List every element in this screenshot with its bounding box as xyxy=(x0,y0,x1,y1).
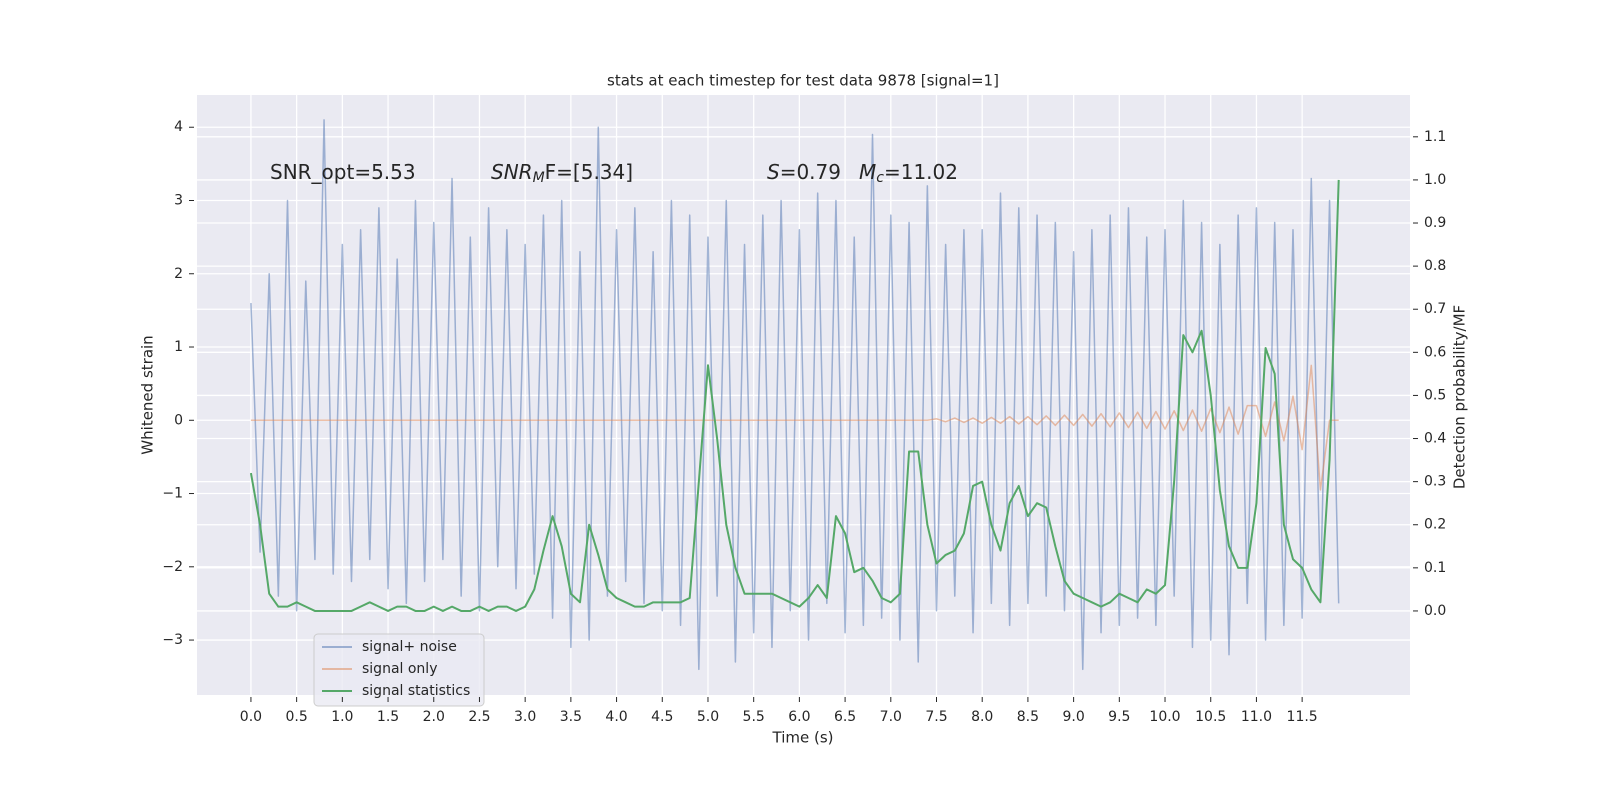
annotation-text: =11.02 xyxy=(884,160,958,184)
annotation-math: S xyxy=(767,160,780,184)
y-tick-label: −3 xyxy=(162,632,183,648)
y2-tick-label: 0.4 xyxy=(1424,431,1446,447)
annotation: S=0.79 xyxy=(767,160,841,184)
x-tick-label: 10.0 xyxy=(1149,709,1180,725)
x-tick-label: 8.0 xyxy=(971,709,993,725)
x-tick-label: 3.0 xyxy=(514,709,536,725)
y-tick-label: 3 xyxy=(174,192,183,208)
y2-tick-label: 0.3 xyxy=(1424,474,1446,490)
y-axis-label: Whitened strain xyxy=(139,335,157,454)
x-tick-label: 6.0 xyxy=(788,709,810,725)
series-line xyxy=(249,179,1340,612)
y2-tick-label: 0.9 xyxy=(1424,215,1446,231)
y-tick-label: 4 xyxy=(174,119,183,135)
x-tick-label: 10.5 xyxy=(1195,709,1226,725)
annotation-sub: M xyxy=(533,170,545,186)
y2-tick-label: 1.0 xyxy=(1424,172,1446,188)
legend-label: signal+ noise xyxy=(362,639,457,655)
legend-label: signal only xyxy=(362,661,437,677)
annotation-text: SNR_opt=5.53 xyxy=(270,160,416,184)
annotation-text: =0.79 xyxy=(780,160,841,184)
x-tick-label: 9.0 xyxy=(1062,709,1084,725)
x-tick-label: 2.5 xyxy=(468,709,490,725)
y-tick-label: −1 xyxy=(162,486,183,502)
marks xyxy=(249,119,1340,671)
x-tick-label: 2.0 xyxy=(423,709,445,725)
x-tick-label: 8.5 xyxy=(1017,709,1039,725)
x-tick-label: 4.0 xyxy=(605,709,627,725)
x-tick-label: 1.0 xyxy=(331,709,353,725)
annotation: Mc=11.02 xyxy=(859,160,958,187)
annotation-math: SNR xyxy=(491,160,533,184)
x-tick-label: 0.5 xyxy=(286,709,308,725)
chart-title: stats at each timestep for test data 987… xyxy=(607,72,999,90)
x-tick-label: 7.0 xyxy=(880,709,902,725)
legend-label: signal statistics xyxy=(362,683,470,699)
x-tick-label: 5.0 xyxy=(697,709,719,725)
annotation: SNR_opt=5.53 xyxy=(270,160,416,184)
y2-tick-label: 0.2 xyxy=(1424,517,1446,533)
x-tick-label: 9.5 xyxy=(1108,709,1130,725)
annotation: SNRMF=[5.34] xyxy=(491,160,633,187)
y-tick-label: 0 xyxy=(174,412,183,428)
x-axis-label: Time (s) xyxy=(772,729,834,747)
x-tick-label: 1.5 xyxy=(377,709,399,725)
x-tick-label: 5.5 xyxy=(743,709,765,725)
x-tick-label: 0.0 xyxy=(240,709,262,725)
x-tick-label: 6.5 xyxy=(834,709,856,725)
y2-tick-label: 0.8 xyxy=(1424,258,1446,274)
y2-tick-label: 0.6 xyxy=(1424,344,1446,360)
series-line xyxy=(250,364,1339,491)
y-tick-label: −2 xyxy=(162,559,183,575)
y-tick-label: 1 xyxy=(174,339,183,355)
legend: signal+ noise signal only signal statistic… xyxy=(313,633,485,707)
annotations: SNR_opt=5.53 SNRMF=[5.34] S=0.79 Mc=11.02 xyxy=(270,160,958,187)
x-tick-label: 11.0 xyxy=(1241,709,1272,725)
legend-box xyxy=(313,633,485,707)
x-tick-label: 7.5 xyxy=(925,709,947,725)
x-tick-label: 4.5 xyxy=(651,709,673,725)
annotation-sub: c xyxy=(876,170,884,186)
y2-tick-label: 0.7 xyxy=(1424,301,1446,317)
y2-tick-label: 0.5 xyxy=(1424,387,1446,403)
annotation-math: M xyxy=(859,160,876,184)
annotation-text: F=[5.34] xyxy=(545,160,633,184)
y2-tick-label: 0.1 xyxy=(1424,560,1446,576)
y-tick-label: 2 xyxy=(174,266,183,282)
y2-tick-label: 0.0 xyxy=(1424,603,1446,619)
x-tick-label: 11.5 xyxy=(1287,709,1318,725)
x-tick-label: 3.5 xyxy=(560,709,582,725)
y2-tick-label: 1.1 xyxy=(1424,129,1446,145)
y2-axis-label: Detection probability/MF xyxy=(1451,305,1469,489)
